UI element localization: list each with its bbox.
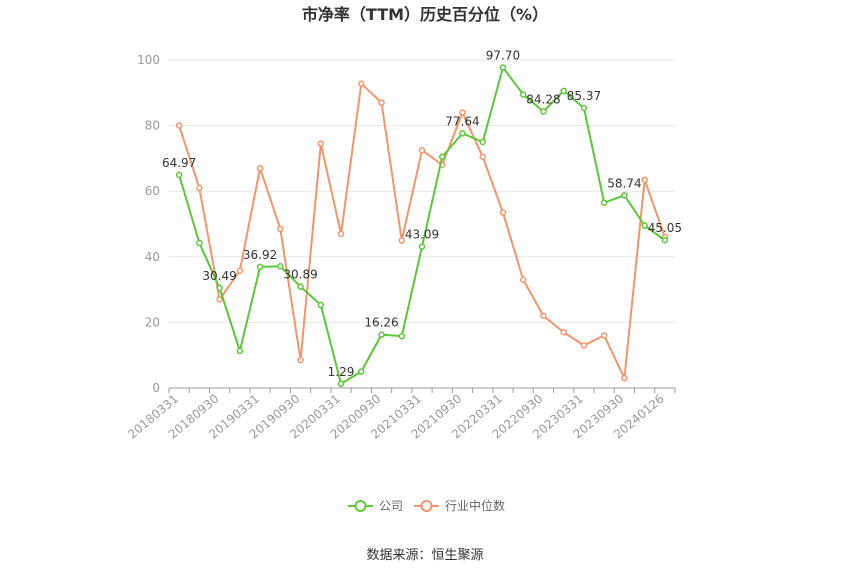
data-point[interactable] xyxy=(358,80,365,87)
data-label: 64.97 xyxy=(162,156,196,170)
data-point[interactable] xyxy=(398,332,406,340)
data-point[interactable] xyxy=(236,347,244,355)
data-point[interactable] xyxy=(540,312,547,320)
legend-label: 公司 xyxy=(379,499,403,513)
data-point[interactable] xyxy=(317,301,325,309)
data-label: 97.70 xyxy=(486,49,520,63)
data-label: 84.28 xyxy=(526,93,560,107)
data-point[interactable] xyxy=(216,296,223,303)
data-point[interactable] xyxy=(277,225,284,233)
series-line xyxy=(178,66,666,385)
data-label: 43.09 xyxy=(405,228,439,242)
data-point[interactable] xyxy=(418,243,426,250)
series-1 xyxy=(175,80,669,382)
legend-marker xyxy=(354,500,367,512)
grid xyxy=(169,59,675,323)
chart-title: 市净率（TTM）历史百分位（%） xyxy=(302,5,548,24)
data-point[interactable] xyxy=(236,267,244,274)
data-point[interactable] xyxy=(438,153,446,161)
data-label: 58.74 xyxy=(607,176,641,190)
x-axis: 2018033120180930201903312019093020200331… xyxy=(125,387,676,442)
data-point[interactable] xyxy=(621,192,628,199)
data-point[interactable] xyxy=(560,328,567,336)
data-point[interactable] xyxy=(499,209,507,216)
y-tick-label: 0 xyxy=(152,381,160,395)
data-point[interactable] xyxy=(337,380,345,388)
data-point[interactable] xyxy=(459,130,466,137)
data-point[interactable] xyxy=(641,222,648,229)
data-point[interactable] xyxy=(459,109,466,116)
data-point[interactable] xyxy=(580,104,588,112)
data-point[interactable] xyxy=(378,99,385,106)
data-point[interactable] xyxy=(499,64,507,71)
data-point[interactable] xyxy=(398,237,406,244)
data-label: 36.92 xyxy=(243,248,277,262)
data-point[interactable] xyxy=(641,176,648,183)
y-axis: 0 20 40 60 80 100 xyxy=(137,53,160,395)
y-tick-label: 20 xyxy=(145,315,160,329)
data-label: 1.29 xyxy=(328,365,355,379)
y-tick-label: 80 xyxy=(145,119,160,133)
legend-item-1[interactable]: 行业中位数 xyxy=(414,498,505,513)
legend[interactable]: 公司 行业中位数 xyxy=(348,498,505,513)
data-point[interactable] xyxy=(216,284,223,292)
data-point[interactable] xyxy=(560,87,567,95)
data-point[interactable] xyxy=(256,164,264,172)
data-point[interactable] xyxy=(479,138,486,146)
data-point[interactable] xyxy=(297,283,304,290)
legend-label: 行业中位数 xyxy=(445,498,505,513)
data-label: 30.89 xyxy=(283,268,317,282)
legend-marker xyxy=(420,500,433,512)
data-point[interactable] xyxy=(600,199,608,206)
data-label: 77.64 xyxy=(445,114,479,128)
data-labels: 64.97 30.49 36.92 30.89 1.29 16.26 43.09 77.64 9… xyxy=(162,49,682,379)
data-point[interactable] xyxy=(277,263,284,270)
data-point[interactable] xyxy=(621,374,628,382)
data-point[interactable] xyxy=(297,356,304,364)
data-source: 数据来源：恒生聚源 xyxy=(366,548,483,563)
data-point[interactable] xyxy=(196,184,203,192)
data-point[interactable] xyxy=(337,230,345,238)
data-point[interactable] xyxy=(418,146,426,154)
data-point[interactable] xyxy=(378,331,385,338)
y-tick-label: 60 xyxy=(145,184,160,198)
y-tick-label: 40 xyxy=(145,250,160,264)
series-0 xyxy=(175,64,669,388)
data-point[interactable] xyxy=(519,276,527,284)
data-point[interactable] xyxy=(358,368,365,375)
data-point[interactable] xyxy=(540,108,547,115)
legend-item-0[interactable]: 公司 xyxy=(348,499,403,513)
series-layer xyxy=(175,64,669,388)
data-label: 16.26 xyxy=(364,316,398,330)
data-point[interactable] xyxy=(661,236,669,244)
data-point[interactable] xyxy=(256,263,264,271)
data-point[interactable] xyxy=(175,171,183,179)
data-point[interactable] xyxy=(580,342,588,349)
data-point[interactable] xyxy=(600,332,608,339)
y-tick-label: 100 xyxy=(137,53,160,67)
data-point[interactable] xyxy=(196,239,203,247)
data-point[interactable] xyxy=(175,122,183,129)
data-label: 85.37 xyxy=(567,89,601,103)
data-label: 45.05 xyxy=(648,221,682,235)
data-point[interactable] xyxy=(317,140,325,147)
data-point[interactable] xyxy=(519,91,527,98)
data-point[interactable] xyxy=(479,153,486,161)
data-label: 30.49 xyxy=(202,269,236,283)
